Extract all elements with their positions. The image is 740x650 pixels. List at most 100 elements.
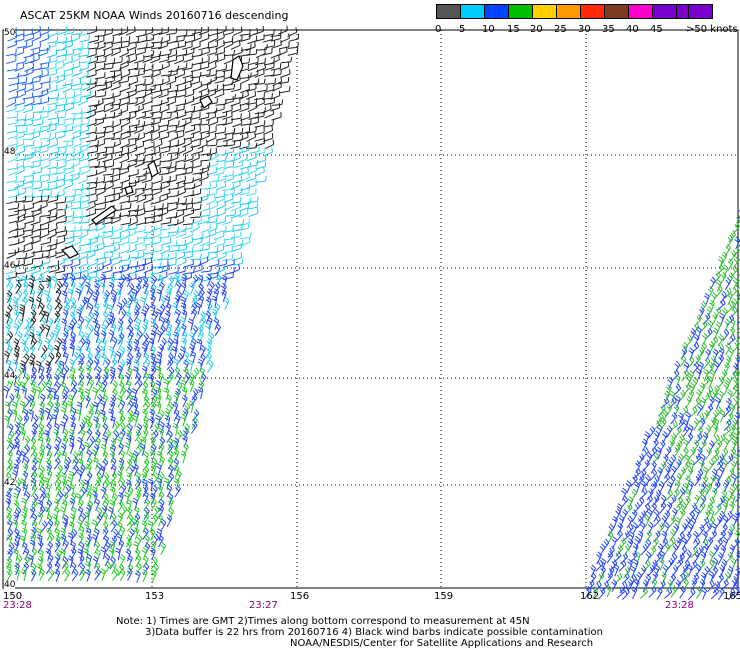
wind-barb <box>111 336 118 350</box>
wind-barb <box>167 65 180 73</box>
wind-barb <box>96 256 107 266</box>
lon-label: 153 <box>145 591 165 602</box>
wind-barb <box>246 48 258 56</box>
wind-barb <box>55 226 66 234</box>
wind-barb <box>713 360 720 374</box>
wind-barb <box>70 78 82 87</box>
wind-barb <box>38 413 45 427</box>
wind-barb <box>632 558 639 572</box>
wind-barb <box>669 420 678 432</box>
wind-barb <box>659 501 667 514</box>
wind-barb <box>126 244 137 254</box>
wind-barb <box>8 209 19 217</box>
wind-barb <box>682 341 689 355</box>
wind-barb <box>160 518 167 532</box>
wind-barb <box>135 111 146 120</box>
wind-barb <box>190 337 197 351</box>
wind-barb <box>119 47 129 58</box>
wind-barb <box>112 27 123 37</box>
wind-barb <box>200 154 212 162</box>
wind-barb <box>142 490 149 504</box>
wind-barb <box>176 243 187 252</box>
wind-barb <box>151 222 162 231</box>
wind-barb <box>47 392 54 406</box>
wind-barb <box>14 130 25 140</box>
wind-barb <box>199 316 207 329</box>
wind-barb <box>44 407 51 421</box>
wind-barb <box>6 568 13 582</box>
wind-barb <box>151 569 157 583</box>
wind-barb <box>160 161 172 169</box>
wind-barb <box>663 510 671 523</box>
wind-barb <box>68 322 75 336</box>
wind-barb <box>46 211 58 219</box>
wind-barb <box>46 450 53 463</box>
wind-barb <box>246 132 257 142</box>
wind-barb <box>67 532 74 546</box>
wind-barb <box>200 265 212 273</box>
wind-barb <box>86 78 98 86</box>
wind-barb <box>192 173 203 182</box>
wind-barb <box>723 405 732 418</box>
wind-barb <box>144 118 155 127</box>
wind-barb <box>45 62 57 71</box>
wind-barb <box>72 152 84 161</box>
wind-barb <box>215 274 222 287</box>
wind-barb <box>636 515 644 529</box>
wind-barb <box>126 338 133 352</box>
wind-barb <box>245 41 256 51</box>
wind-barb <box>232 118 243 128</box>
wind-barb <box>127 252 140 259</box>
wind-barb <box>23 50 34 59</box>
wind-barb <box>120 82 131 93</box>
wind-barb <box>676 552 685 565</box>
wind-barb <box>183 161 194 170</box>
wind-barb <box>156 351 163 365</box>
wind-barb <box>222 64 233 73</box>
wind-barb <box>705 502 714 515</box>
wind-barb <box>198 112 210 120</box>
wind-barb <box>175 154 187 163</box>
wind-barb <box>726 234 734 248</box>
wind-barb <box>8 215 19 224</box>
wind-barb <box>223 27 234 36</box>
wind-barb <box>206 132 217 143</box>
wind-barb <box>14 258 25 268</box>
wind-barb <box>208 174 220 183</box>
wind-barb <box>14 567 20 581</box>
wind-barb <box>56 229 67 238</box>
wind-barb <box>78 217 90 224</box>
wind-barb <box>224 155 235 163</box>
wind-barb <box>62 491 69 505</box>
wind-barb <box>168 197 180 205</box>
wind-barb <box>78 282 84 296</box>
wind-barb <box>723 570 731 584</box>
wind-barb <box>118 237 130 246</box>
wind-barb <box>38 96 49 105</box>
wind-barb <box>166 76 177 86</box>
wind-barb <box>19 381 26 394</box>
wind-barb <box>86 471 93 484</box>
wind-barb <box>39 250 50 259</box>
wind-barb <box>620 495 629 509</box>
wind-barb <box>55 302 63 316</box>
wind-barb <box>713 480 721 493</box>
wind-barb <box>59 506 66 520</box>
wind-barb <box>712 348 719 362</box>
wind-barb <box>71 230 83 238</box>
wind-barb <box>147 478 154 492</box>
wind-barb <box>156 329 162 343</box>
wind-barb <box>109 174 121 183</box>
wind-barb <box>37 511 44 525</box>
wind-barb <box>689 502 698 515</box>
wind-barb <box>618 515 625 528</box>
wind-barb <box>55 365 63 379</box>
wind-barb <box>254 34 265 42</box>
wind-barb <box>126 316 134 330</box>
wind-barb <box>151 229 162 239</box>
wind-barb <box>667 459 674 473</box>
wind-barb <box>32 118 44 127</box>
wind-barb <box>646 488 654 501</box>
wind-barb <box>712 327 719 341</box>
wind-barb <box>722 458 728 472</box>
